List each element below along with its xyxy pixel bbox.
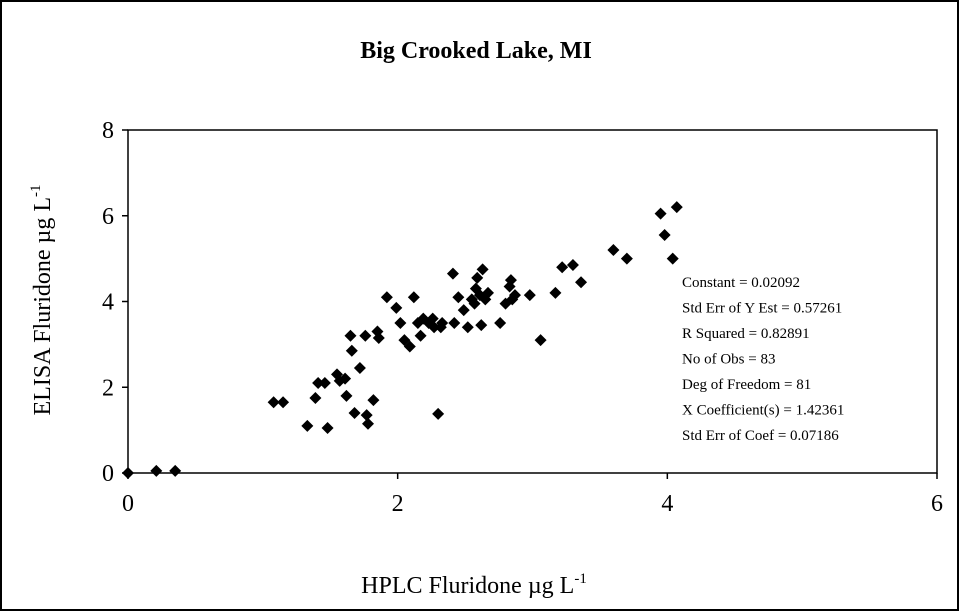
point bbox=[360, 409, 373, 422]
chart-title: Big Crooked Lake, MI bbox=[360, 38, 592, 64]
point bbox=[353, 361, 366, 374]
point bbox=[312, 376, 325, 389]
point bbox=[446, 267, 459, 280]
y-axis-label-superscript: -1 bbox=[28, 185, 44, 198]
point bbox=[494, 316, 507, 329]
point bbox=[670, 201, 683, 214]
point bbox=[301, 419, 314, 432]
x-axis-label-superscript: -1 bbox=[574, 571, 587, 587]
x-tick-label: 6 bbox=[931, 491, 943, 517]
regression-note: Std Err of Y Est = 0.57261 bbox=[682, 301, 842, 317]
point bbox=[169, 464, 182, 477]
y-tick-label: 4 bbox=[102, 290, 114, 316]
point bbox=[344, 329, 357, 342]
y-axis-label-text: ELISA Fluridone µg L bbox=[30, 197, 56, 415]
point bbox=[504, 274, 517, 287]
point bbox=[318, 376, 331, 389]
point bbox=[426, 312, 439, 325]
point bbox=[452, 291, 465, 304]
regression-note: R Squared = 0.82891 bbox=[682, 326, 810, 342]
point bbox=[340, 389, 353, 402]
regression-note: X Coefficient(s) = 1.42361 bbox=[682, 403, 844, 419]
point bbox=[432, 407, 445, 420]
y-tick-label: 0 bbox=[102, 461, 114, 487]
point bbox=[508, 289, 521, 302]
point bbox=[309, 391, 322, 404]
point bbox=[372, 331, 385, 344]
point bbox=[575, 276, 588, 289]
point bbox=[476, 263, 489, 276]
point bbox=[150, 464, 163, 477]
point bbox=[122, 467, 134, 479]
point bbox=[620, 252, 633, 265]
point bbox=[471, 271, 484, 284]
point bbox=[380, 291, 393, 304]
regression-note: Deg of Freedom = 81 bbox=[682, 377, 811, 393]
point bbox=[277, 396, 290, 409]
point bbox=[457, 304, 470, 317]
point bbox=[359, 329, 372, 342]
point bbox=[482, 286, 495, 299]
point bbox=[523, 289, 536, 302]
point bbox=[556, 261, 569, 274]
x-tick-label: 2 bbox=[392, 491, 404, 517]
point bbox=[394, 316, 407, 329]
point bbox=[414, 329, 427, 342]
point bbox=[658, 229, 671, 242]
regression-note: Constant = 0.02092 bbox=[682, 275, 800, 291]
point bbox=[607, 244, 620, 257]
y-tick-label: 2 bbox=[102, 375, 114, 401]
regression-note: Std Err of Coef = 0.07186 bbox=[682, 428, 839, 444]
point bbox=[448, 316, 461, 329]
point bbox=[345, 344, 358, 357]
point bbox=[367, 394, 380, 407]
x-axis-label: HPLC Fluridone µg L-1 bbox=[361, 571, 587, 599]
y-tick-label: 8 bbox=[102, 118, 114, 144]
point bbox=[407, 291, 420, 304]
point bbox=[666, 252, 679, 265]
point bbox=[267, 396, 280, 409]
point bbox=[362, 417, 375, 430]
x-tick-label: 4 bbox=[661, 491, 673, 517]
x-axis-label-text: HPLC Fluridone µg L bbox=[361, 573, 574, 599]
x-tick-label: 0 bbox=[122, 491, 134, 517]
regression-note: No of Obs = 83 bbox=[682, 352, 775, 368]
point bbox=[461, 321, 474, 334]
point bbox=[348, 406, 361, 419]
point bbox=[549, 286, 562, 299]
point bbox=[403, 340, 416, 353]
point bbox=[428, 321, 441, 334]
point bbox=[566, 259, 579, 272]
point bbox=[654, 207, 667, 220]
y-tick-label: 6 bbox=[102, 204, 114, 230]
y-axis-label: ELISA Fluridone µg L-1 bbox=[28, 185, 56, 416]
point bbox=[339, 372, 352, 385]
point bbox=[468, 297, 481, 310]
point bbox=[436, 316, 449, 329]
point bbox=[321, 421, 334, 434]
point bbox=[475, 319, 488, 332]
point bbox=[390, 301, 403, 314]
point bbox=[534, 334, 547, 347]
